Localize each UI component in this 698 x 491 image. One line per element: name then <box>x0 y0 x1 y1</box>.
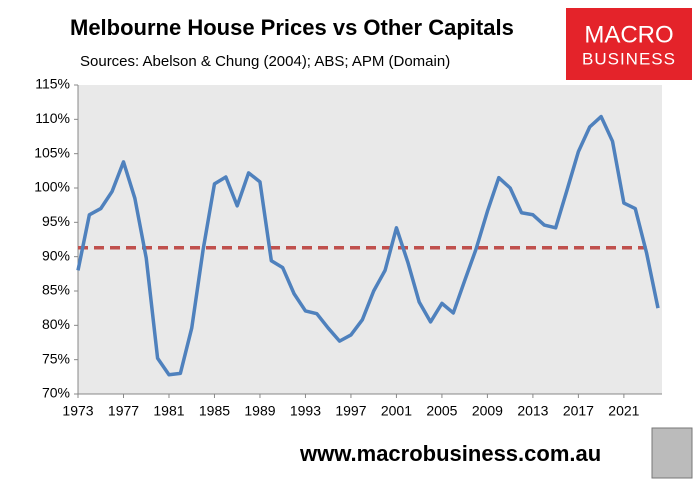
x-tick-label: 2001 <box>381 403 412 419</box>
x-tick-label: 2017 <box>563 403 594 419</box>
y-tick-label: 110% <box>35 110 70 126</box>
x-tick-label: 1973 <box>62 403 93 419</box>
x-tick-label: 1993 <box>290 403 321 419</box>
x-tick-label: 2021 <box>608 403 639 419</box>
x-tick-label: 1981 <box>153 403 184 419</box>
y-tick-label: 115% <box>35 76 70 92</box>
plot-background <box>78 85 662 394</box>
y-tick-label: 80% <box>42 316 70 332</box>
y-tick-label: 85% <box>42 282 70 298</box>
x-tick-label: 1997 <box>335 403 366 419</box>
y-tick-label: 105% <box>34 144 70 160</box>
x-tick-label: 2009 <box>472 403 503 419</box>
x-tick-label: 2005 <box>426 403 457 419</box>
x-tick-label: 2013 <box>517 403 548 419</box>
x-tick-label: 1989 <box>244 403 275 419</box>
data-line <box>76 114 660 377</box>
y-tick-label: 90% <box>42 247 70 263</box>
y-tick-label: 75% <box>42 350 70 366</box>
y-tick-label: 100% <box>34 179 70 195</box>
y-tick-label: 95% <box>42 213 70 229</box>
x-tick-label: 1977 <box>108 403 139 419</box>
x-tick-label: 1985 <box>199 403 230 419</box>
chart-subtitle: Sources: Abelson & Chung (2004); ABS; AP… <box>80 53 450 70</box>
logo-text: BUSINESS <box>582 49 676 68</box>
y-tick-label: 70% <box>42 385 70 401</box>
logo-image <box>651 427 693 479</box>
logo-box <box>566 8 692 80</box>
logo-text: MACRO <box>584 21 673 48</box>
website: www.macrobusiness.com.au <box>299 441 601 466</box>
chart-title: Melbourne House Prices vs Other Capitals <box>70 15 514 40</box>
